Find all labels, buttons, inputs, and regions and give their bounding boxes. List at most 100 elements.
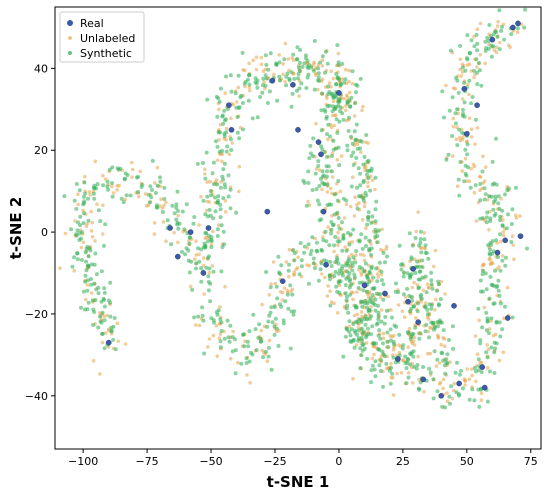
point-unlabeled [103,177,108,181]
point-synthetic [490,182,495,187]
point-synthetic [80,230,84,235]
point-synthetic [401,292,406,297]
legend-box [59,11,145,63]
point-synthetic [484,220,489,225]
point-unlabeled [231,329,235,334]
point-synthetic [343,77,348,82]
point-synthetic [254,81,259,86]
point-synthetic [496,194,501,199]
point-synthetic [205,239,210,244]
point-synthetic [320,169,325,174]
point-synthetic [497,47,502,52]
point-unlabeled [385,366,389,371]
point-unlabeled [199,195,203,199]
point-synthetic [509,222,514,226]
point-synthetic [337,226,342,231]
point-synthetic [459,368,463,373]
point-synthetic [492,301,497,306]
point-synthetic [220,245,225,250]
point-synthetic [311,136,316,141]
point-synthetic [326,92,331,97]
point-synthetic [279,263,284,268]
point-synthetic [455,143,460,148]
point-synthetic [191,221,196,226]
point-synthetic [328,134,333,139]
point-synthetic [210,171,215,176]
point-synthetic [316,164,321,168]
x-tick-label: −50 [199,455,222,468]
point-synthetic [363,235,368,240]
point-synthetic [366,217,371,222]
point-synthetic [91,323,96,327]
point-synthetic [436,324,440,329]
point-synthetic [369,300,374,305]
point-synthetic [217,149,222,154]
point-synthetic [336,216,341,220]
point-synthetic [331,104,335,109]
point-synthetic [341,196,346,201]
point-synthetic [316,278,321,283]
point-synthetic [218,345,223,350]
point-synthetic [265,324,269,329]
point-synthetic [247,73,252,78]
point-synthetic [404,381,409,386]
point-unlabeled [101,203,105,208]
point-unlabeled [164,200,168,205]
point-synthetic [297,86,302,91]
point-synthetic [96,285,101,290]
point-unlabeled [297,94,301,98]
point-unlabeled [194,239,198,243]
point-synthetic [417,285,421,290]
point-unlabeled [367,263,371,268]
point-synthetic [289,309,294,314]
point-synthetic [505,188,510,193]
point-unlabeled [357,201,361,205]
point-unlabeled [85,222,89,226]
point-real [336,90,342,96]
point-unlabeled [470,373,474,378]
point-unlabeled [79,245,84,250]
point-synthetic [169,242,174,247]
point-real [228,127,235,133]
point-synthetic [475,41,480,46]
point-unlabeled [433,248,438,253]
point-synthetic [215,200,220,205]
point-unlabeled [224,138,228,142]
point-real [295,127,301,133]
point-synthetic [496,288,501,293]
point-synthetic [373,234,378,239]
point-synthetic [240,101,245,105]
point-synthetic [328,303,333,308]
point-real [461,86,468,92]
point-unlabeled [445,399,450,404]
point-synthetic [509,240,514,244]
point-unlabeled [467,92,471,97]
point-synthetic [265,101,270,105]
point-synthetic [343,334,348,339]
point-synthetic [439,320,444,325]
point-unlabeled [406,345,411,350]
point-synthetic [204,150,209,155]
point-synthetic [329,220,334,224]
point-synthetic [489,345,494,350]
point-synthetic [338,279,343,284]
point-synthetic [306,281,311,286]
point-unlabeled [454,137,459,141]
point-unlabeled [360,108,364,113]
point-synthetic [488,274,493,279]
point-synthetic [503,255,508,260]
point-synthetic [172,211,177,216]
point-synthetic [77,238,82,242]
point-unlabeled [296,255,300,260]
point-synthetic [384,308,389,313]
point-unlabeled [347,68,351,73]
point-synthetic [456,177,461,182]
point-synthetic [465,142,470,147]
point-synthetic [478,341,483,346]
point-synthetic [222,161,227,166]
point-unlabeled [375,272,380,276]
point-unlabeled [458,57,463,62]
point-synthetic [339,270,344,275]
point-synthetic [289,104,294,109]
point-unlabeled [460,97,465,101]
